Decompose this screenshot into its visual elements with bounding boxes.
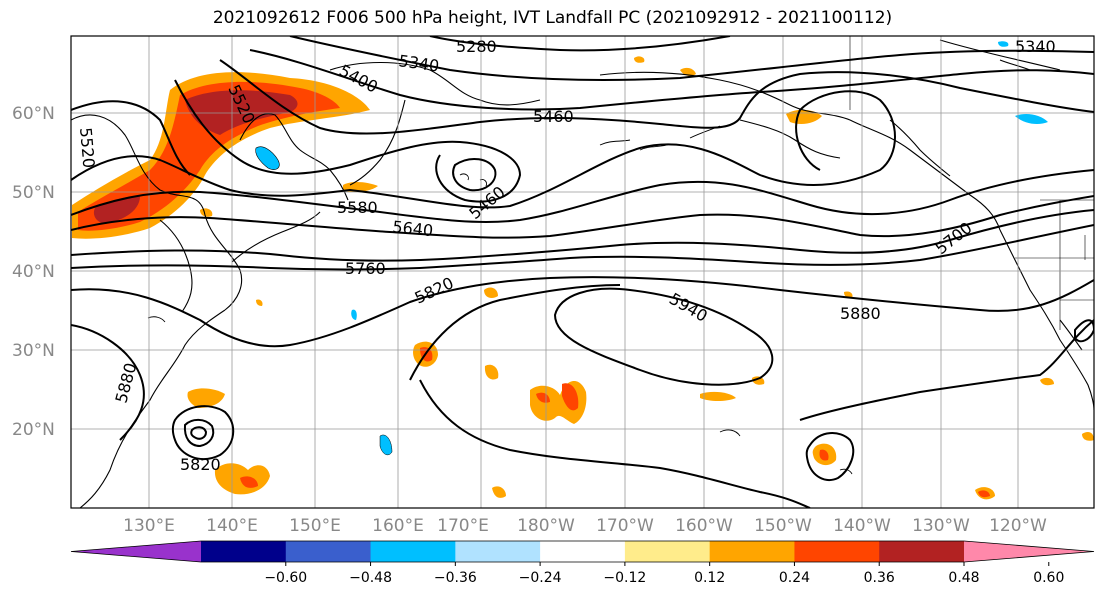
contour-label: 5460	[533, 107, 574, 126]
colorbar: −0.60 −0.48 −0.36 −0.24 −0.12 0.12 0.24 0.36 0.4…	[70, 540, 1095, 586]
colorbar-tick-label: 0.12	[694, 570, 725, 586]
colorbar-segment	[709, 541, 795, 562]
colorbar-segment	[71, 541, 201, 562]
contour-label: 5520	[76, 127, 98, 169]
colorbar-segment	[455, 541, 541, 562]
lat-label: 60°N	[12, 104, 55, 124]
lon-label: 170°W	[596, 516, 654, 536]
colorbar-tick-label: −0.48	[349, 570, 392, 586]
contour-label: 5280	[456, 37, 497, 56]
colorbar-tick-label: −0.36	[434, 570, 477, 586]
colorbar-tick-label: −0.60	[264, 570, 307, 586]
colorbar-segment	[624, 541, 711, 562]
colorbar-segment	[879, 541, 965, 562]
lon-label: 140°E	[206, 516, 258, 536]
contour-label: 5640	[392, 217, 434, 240]
lon-label: 150°W	[754, 516, 812, 536]
colorbar-tick-label: 0.36	[864, 570, 895, 586]
lon-label: 130°W	[912, 516, 970, 536]
lat-label: 30°N	[12, 341, 55, 361]
lon-label: 160°W	[675, 516, 733, 536]
height-contours	[71, 36, 1094, 508]
colorbar-tick-label: 0.24	[779, 570, 810, 586]
colorbar-outline	[70, 540, 1095, 563]
colorbar-tick-label: 0.60	[1033, 570, 1064, 586]
longitude-labels: 130°E 140°E 150°E 160°E 170°E 180°W 170°…	[123, 516, 1047, 536]
contour-label: 5760	[345, 259, 386, 278]
lon-label: 150°E	[289, 516, 341, 536]
lon-label: 120°W	[989, 516, 1047, 536]
contour-label: 5880	[840, 304, 881, 323]
lon-label: 130°E	[123, 516, 175, 536]
contour-label: 5820	[180, 455, 221, 474]
map-title: 2021092612 F006 500 hPa height, IVT Land…	[212, 8, 893, 28]
colorbar-segment	[370, 541, 456, 562]
lon-label: 140°W	[833, 516, 891, 536]
colorbar-segment	[540, 541, 626, 562]
map-frame	[70, 35, 1095, 509]
lat-label: 50°N	[12, 183, 55, 203]
latitude-labels: 60°N 50°N 40°N 30°N 20°N	[12, 104, 55, 440]
colorbar-segment	[285, 541, 372, 562]
colorbar-segment	[964, 541, 1094, 562]
contour-label: 5580	[337, 198, 378, 217]
contour-label: 5340	[1015, 37, 1056, 56]
lat-label: 20°N	[12, 420, 55, 440]
lon-label: 180°W	[517, 516, 575, 536]
lon-label: 170°E	[437, 516, 489, 536]
colorbar-tick-label: −0.12	[603, 570, 646, 586]
colorbar-segment	[794, 541, 880, 562]
lat-label: 40°N	[12, 262, 55, 282]
colorbar-tick-label: −0.24	[519, 570, 562, 586]
colorbar-tick-label: 0.48	[948, 570, 979, 586]
colorbar-segment	[201, 541, 287, 562]
lon-label: 160°E	[372, 516, 424, 536]
